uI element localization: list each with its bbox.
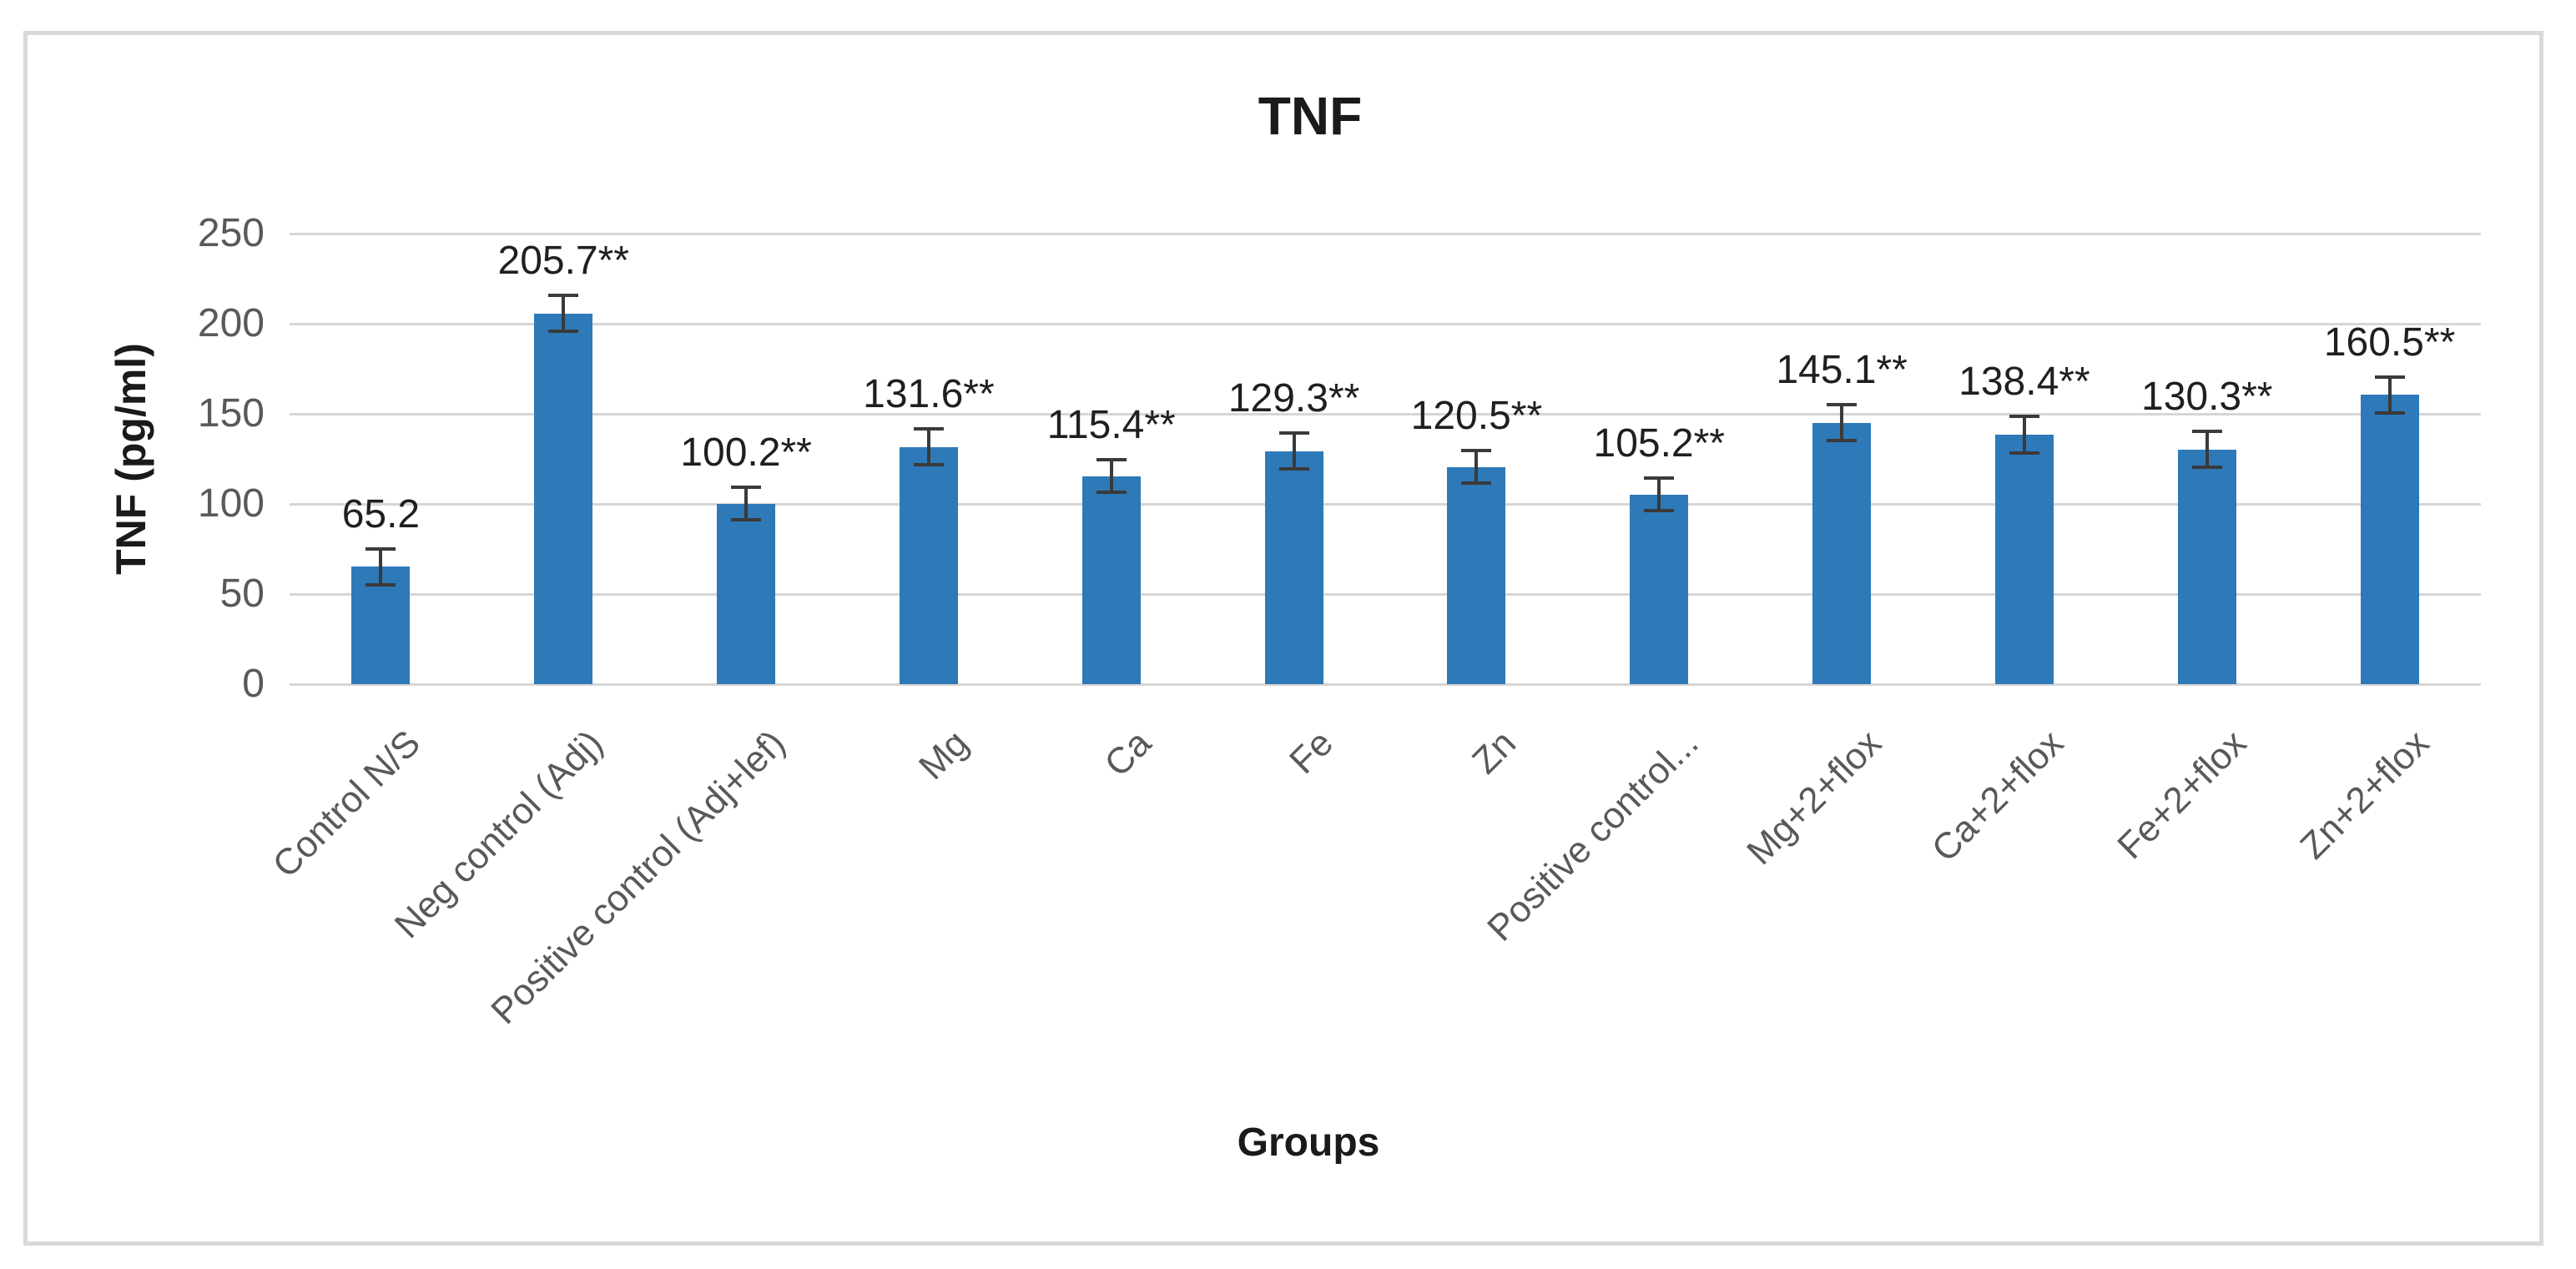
data-label: 120.5** — [1410, 394, 1543, 439]
error-bar-cap-top — [2374, 375, 2405, 379]
error-bar-cap-top — [548, 294, 579, 298]
y-axis-title: TNF (pg/ml) — [108, 343, 154, 575]
y-tick-label-150: 150 — [197, 391, 265, 436]
error-bar-cap-bottom — [1096, 491, 1127, 495]
x-axis-title: Groups — [1237, 1120, 1380, 1165]
error-bar-cap-bottom — [1827, 439, 1858, 443]
error-bar-cap-top — [365, 546, 396, 551]
bar-Ca+2+flox — [1994, 435, 2054, 684]
x-tick-label: Mg — [910, 723, 976, 788]
y-tick-label-100: 100 — [197, 481, 265, 526]
error-bar-cap-top — [1096, 458, 1127, 462]
plot-area: 0 50 100 150 200 250 65.2 Control N/S 205.7** Neg… — [198, 212, 2481, 1032]
data-label: 160.5** — [2323, 320, 2456, 365]
error-bar-cap-bottom — [913, 463, 944, 467]
bar-Fe+2+flox — [2177, 449, 2236, 684]
error-bar-line — [926, 429, 930, 466]
x-tick-label: Positive control (Adj+lef) — [483, 723, 794, 1032]
bar-Mg+2+flox — [1812, 422, 1872, 684]
error-bar-cap-top — [2009, 415, 2039, 419]
error-bar-cap-bottom — [2374, 410, 2405, 415]
x-tick-label: Fe — [1282, 723, 1342, 782]
data-label: 131.6** — [863, 372, 995, 417]
error-bar-cap-bottom — [548, 330, 579, 334]
gridline-y-250 — [290, 232, 2481, 235]
gridline-y-100 — [290, 502, 2481, 506]
gridline-y-200 — [290, 322, 2481, 325]
data-label: 138.4** — [1958, 360, 2090, 405]
error-bar-line — [744, 487, 749, 520]
y-tick-label-50: 50 — [219, 572, 265, 616]
error-bar-line — [1292, 433, 1296, 470]
error-bar-line — [2022, 416, 2026, 453]
error-bar-line — [2387, 376, 2392, 413]
error-bar-cap-bottom — [1644, 509, 1675, 513]
data-label: 129.3** — [1228, 376, 1360, 421]
error-bar-cap-bottom — [731, 518, 762, 521]
data-label: 205.7** — [497, 239, 629, 284]
figure-border: TNF TNF (pg/ml) 0 50 100 150 200 250 65.2 Contr… — [23, 31, 2543, 1246]
bar-Zn+2+flox — [2360, 395, 2419, 684]
data-label: 65.2 — [341, 491, 421, 536]
x-tick-label: Control N/S — [265, 723, 429, 886]
bar-Positive control (Adj+lef) — [717, 503, 776, 684]
error-bar-line — [562, 295, 566, 332]
bar-Fe — [1264, 451, 1323, 684]
data-label: 145.1** — [1776, 347, 1908, 392]
error-bar-cap-top — [731, 486, 762, 490]
x-tick-label: Fe+2+flox — [2110, 723, 2255, 868]
error-bar-line — [1109, 460, 1113, 493]
data-label: 130.3** — [2141, 374, 2273, 419]
error-bar-cap-top — [913, 427, 944, 431]
error-bar-line — [1657, 478, 1661, 511]
x-tick-label: Zn — [1464, 723, 1525, 782]
gridline-y-50 — [290, 592, 2481, 596]
error-bar-cap-top — [1278, 431, 1309, 436]
error-bar-line — [2205, 431, 2209, 468]
x-tick-label: Zn+2+flox — [2292, 723, 2437, 868]
error-bar-line — [379, 548, 383, 585]
error-bar-cap-bottom — [2009, 451, 2039, 455]
chart-title: TNF — [1258, 86, 1363, 146]
x-tick-label: Mg+2+flox — [1738, 723, 1889, 873]
error-bar-cap-bottom — [1461, 481, 1492, 486]
error-bar-cap-top — [1461, 449, 1492, 453]
bar-Zn — [1447, 466, 1506, 684]
bar-Ca — [1081, 476, 1141, 684]
y-tick-label-0: 0 — [242, 662, 265, 706]
error-bar-cap-bottom — [1278, 467, 1309, 471]
error-bar-cap-top — [2191, 429, 2222, 433]
y-tick-label-200: 200 — [197, 301, 265, 345]
data-label: 100.2** — [680, 431, 812, 476]
error-bar-line — [1840, 404, 1844, 441]
error-bar-cap-bottom — [365, 582, 396, 587]
x-tick-label: Ca+2+flox — [1924, 723, 2072, 870]
error-bar-cap-top — [1644, 476, 1675, 481]
y-tick-label-250: 250 — [197, 211, 265, 255]
error-bar-cap-bottom — [2191, 466, 2222, 470]
bar-Mg — [899, 446, 958, 684]
data-label: 115.4** — [1046, 403, 1176, 448]
error-bar-line — [1475, 451, 1479, 484]
gridline-y-0 — [290, 682, 2481, 686]
gridline-y-150 — [290, 412, 2481, 415]
data-label: 105.2** — [1593, 421, 1725, 466]
bar-Neg control (Adj) — [534, 313, 593, 684]
error-bar-cap-top — [1827, 402, 1858, 406]
x-tick-label: Ca — [1096, 723, 1159, 785]
bar-Positive control... — [1630, 494, 1689, 684]
